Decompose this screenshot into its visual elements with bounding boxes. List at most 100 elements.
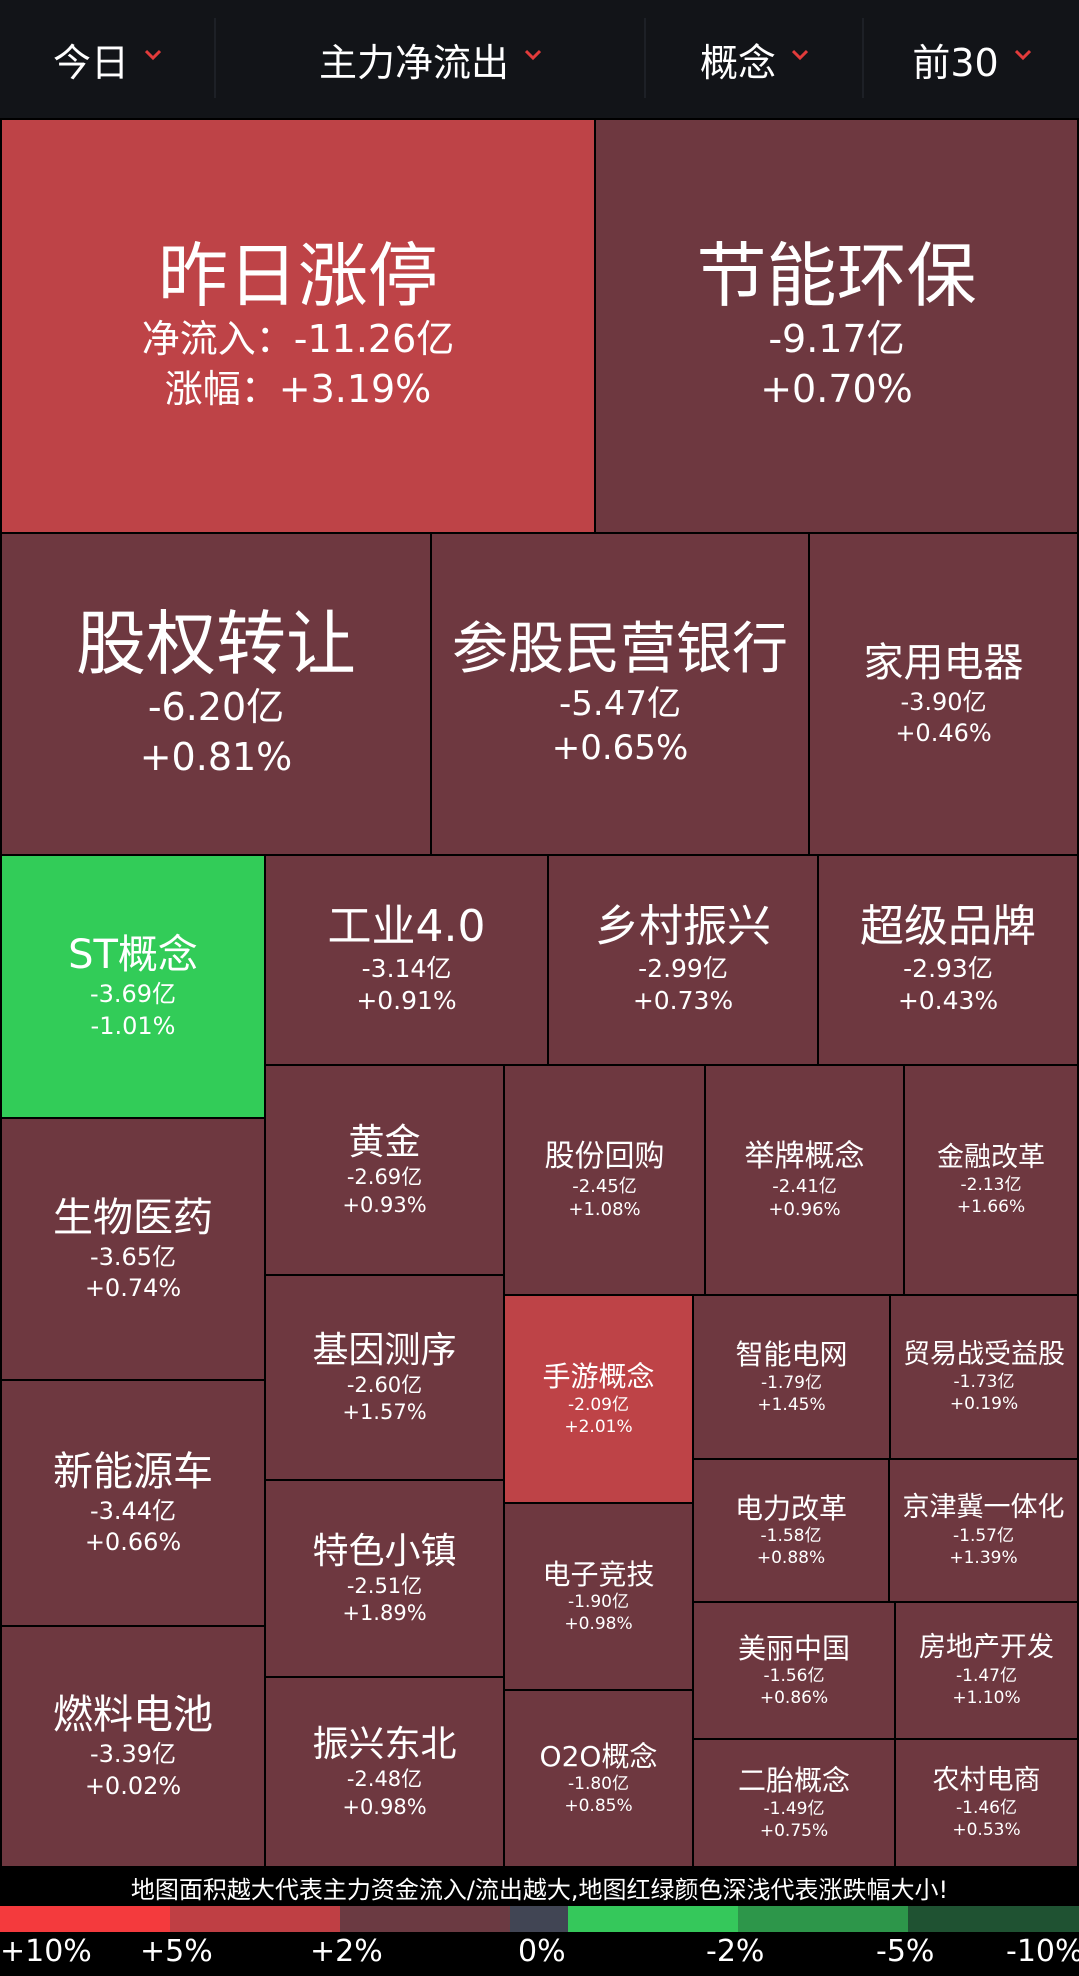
tile-flow: -2.51亿 [346, 1573, 423, 1598]
tile-pct: +0.98% [564, 1614, 633, 1635]
tile-name: 生物医药 [53, 1194, 213, 1241]
tile-flow: -2.69亿 [346, 1165, 423, 1190]
treemap-tile[interactable]: 超级品牌 -2.93亿 +0.43% [817, 854, 1079, 1066]
legend-swatch [340, 1906, 510, 1932]
tile-flow: -1.79亿 [761, 1372, 822, 1393]
tile-name: 贸易战受益股 [903, 1338, 1065, 1370]
treemap-tile[interactable]: ST概念 -3.69亿 -1.01% [0, 854, 266, 1119]
treemap-tile[interactable]: 振兴东北 -2.48亿 +0.98% [264, 1676, 505, 1868]
treemap-tile[interactable]: 股权转让 -6.20亿 +0.81% [0, 532, 432, 856]
range-dropdown[interactable]: 前30 [864, 0, 1079, 118]
tile-flow: -2.13亿 [960, 1175, 1022, 1196]
tile-name: 燃料电池 [53, 1692, 213, 1739]
tile-flow: -1.56亿 [763, 1666, 825, 1687]
tile-name: 基因测序 [312, 1329, 457, 1371]
tile-flow: -2.99亿 [638, 953, 728, 983]
tile-flow: -2.45亿 [572, 1175, 637, 1197]
tile-flow: -1.47亿 [956, 1665, 1017, 1686]
tile-pct: +1.10% [952, 1687, 1021, 1708]
tile-pct: +0.70% [760, 366, 913, 411]
tile-pct: +0.53% [952, 1820, 1021, 1841]
tile-pct: +0.02% [84, 1771, 182, 1800]
tile-pct: +0.43% [897, 986, 999, 1016]
tile-pct: +0.98% [342, 1794, 427, 1819]
category-dropdown[interactable]: 概念 [646, 0, 862, 118]
treemap-tile[interactable]: 新能源车 -3.44亿 +0.66% [0, 1379, 266, 1627]
treemap-tile[interactable]: 二胎概念 -1.49亿 +0.75% [692, 1738, 896, 1868]
tile-pct: +0.88% [756, 1548, 826, 1569]
treemap-tile[interactable]: 房地产开发 -1.47亿 +1.10% [894, 1601, 1079, 1740]
tile-name: 京津冀一体化 [902, 1492, 1065, 1524]
treemap-tile[interactable]: 家用电器 -3.90亿 +0.46% [808, 532, 1079, 856]
treemap-tile[interactable]: 农村电商 -1.46亿 +0.53% [894, 1738, 1079, 1868]
treemap-tile[interactable]: 股份回购 -2.45亿 +1.08% [503, 1064, 706, 1296]
tile-pct: +2.01% [564, 1416, 633, 1437]
treemap-tile[interactable]: 金融改革 -2.13亿 +1.66% [903, 1064, 1079, 1296]
tile-pct: +0.66% [84, 1528, 182, 1556]
legend-label: -10% [1006, 1934, 1079, 1969]
tile-pct: +3.19% [278, 366, 432, 411]
tile-flow: -6.20亿 [147, 685, 285, 730]
tile-pct: +0.93% [342, 1192, 427, 1217]
treemap-tile[interactable]: 昨日涨停 净流入：-11.26亿 涨幅：+3.19% [0, 118, 596, 534]
tile-pct-row: 涨幅：+3.19% [165, 365, 432, 414]
tile-name: 节能环保 [696, 235, 977, 318]
tile-pct: +0.73% [632, 986, 734, 1016]
divider [214, 18, 216, 98]
tile-name: 金融改革 [937, 1141, 1045, 1173]
metric-label: 主力净流出 [318, 40, 509, 85]
range-label: 前30 [912, 40, 999, 85]
tile-flow: -2.48亿 [346, 1767, 423, 1792]
tile-name: ST概念 [68, 932, 198, 979]
period-label: 今日 [52, 40, 129, 85]
tile-flow: -1.73亿 [953, 1372, 1015, 1393]
treemap-tile[interactable]: 智能电网 -1.79亿 +1.45% [692, 1294, 891, 1460]
tile-pct: +0.86% [759, 1688, 829, 1709]
treemap-tile[interactable]: 手游概念 -2.09亿 +2.01% [503, 1294, 694, 1504]
tile-pct: +1.89% [342, 1601, 427, 1626]
tile-flow: -2.93亿 [903, 953, 993, 983]
treemap-tile[interactable]: 参股民营银行 -5.47亿 +0.65% [430, 532, 810, 856]
treemap-tile[interactable]: 基因测序 -2.60亿 +1.57% [264, 1274, 505, 1481]
treemap-tile[interactable]: 节能环保 -9.17亿 +0.70% [594, 118, 1079, 534]
tile-name: 电子竞技 [542, 1557, 655, 1591]
treemap-tile[interactable]: 电力改革 -1.58亿 +0.88% [692, 1458, 890, 1603]
period-dropdown[interactable]: 今日 [0, 0, 214, 118]
pct-sep: ： [240, 366, 279, 411]
treemap-tile[interactable]: 工业4.0 -3.14亿 +0.91% [264, 854, 549, 1066]
treemap-tile[interactable]: 京津冀一体化 -1.57亿 +1.39% [888, 1458, 1079, 1603]
tile-name: 智能电网 [735, 1338, 848, 1372]
tile-name: 美丽中国 [737, 1631, 850, 1665]
filter-bar: 今日 主力净流出 概念 前30 [0, 0, 1079, 118]
tile-flow: -3.14亿 [361, 953, 452, 983]
treemap-tile[interactable]: 特色小镇 -2.51亿 +1.89% [264, 1479, 505, 1678]
tile-flow: -3.65亿 [89, 1242, 177, 1271]
tile-pct: +1.57% [342, 1400, 427, 1425]
treemap-tile[interactable]: 燃料电池 -3.39亿 +0.02% [0, 1625, 266, 1868]
tile-flow: -1.57亿 [953, 1525, 1014, 1546]
tile-pct: +0.91% [356, 986, 457, 1016]
legend-swatch [0, 1906, 170, 1932]
legend-caption: 地图面积越大代表主力资金流入/流出越大,地图红绿颜色深浅代表涨跌幅大小! [0, 1868, 1079, 1906]
tile-pct: +1.39% [949, 1547, 1018, 1568]
tile-name: 股权转让 [76, 603, 356, 686]
tile-name: O2O概念 [539, 1739, 658, 1773]
tile-name: 乡村振兴 [595, 901, 771, 953]
treemap-tile[interactable]: 乡村振兴 -2.99亿 +0.73% [547, 854, 819, 1066]
tile-name: 特色小镇 [312, 1530, 457, 1572]
legend-label: 0% [518, 1934, 566, 1969]
treemap-tile[interactable]: 美丽中国 -1.56亿 +0.86% [692, 1601, 896, 1740]
treemap-tile[interactable]: 举牌概念 -2.41亿 +0.96% [704, 1064, 905, 1296]
treemap-tile[interactable]: 电子竞技 -1.90亿 +0.98% [503, 1502, 694, 1691]
treemap-tile[interactable]: 生物医药 -3.65亿 +0.74% [0, 1117, 266, 1381]
flow-label: 净流入 [141, 317, 256, 362]
tile-pct: +1.08% [568, 1199, 641, 1220]
tile-flow: -9.17亿 [768, 317, 905, 362]
treemap-tile[interactable]: 黄金 -2.69亿 +0.93% [264, 1064, 505, 1276]
tile-flow: -3.39亿 [89, 1740, 177, 1769]
metric-dropdown[interactable]: 主力净流出 [216, 0, 644, 118]
treemap-tile[interactable]: O2O概念 -1.80亿 +0.85% [503, 1689, 694, 1868]
tile-pct: +0.75% [759, 1820, 829, 1841]
treemap-tile[interactable]: 贸易战受益股 -1.73亿 +0.19% [889, 1294, 1079, 1460]
tile-flow: -1.49亿 [763, 1798, 825, 1819]
